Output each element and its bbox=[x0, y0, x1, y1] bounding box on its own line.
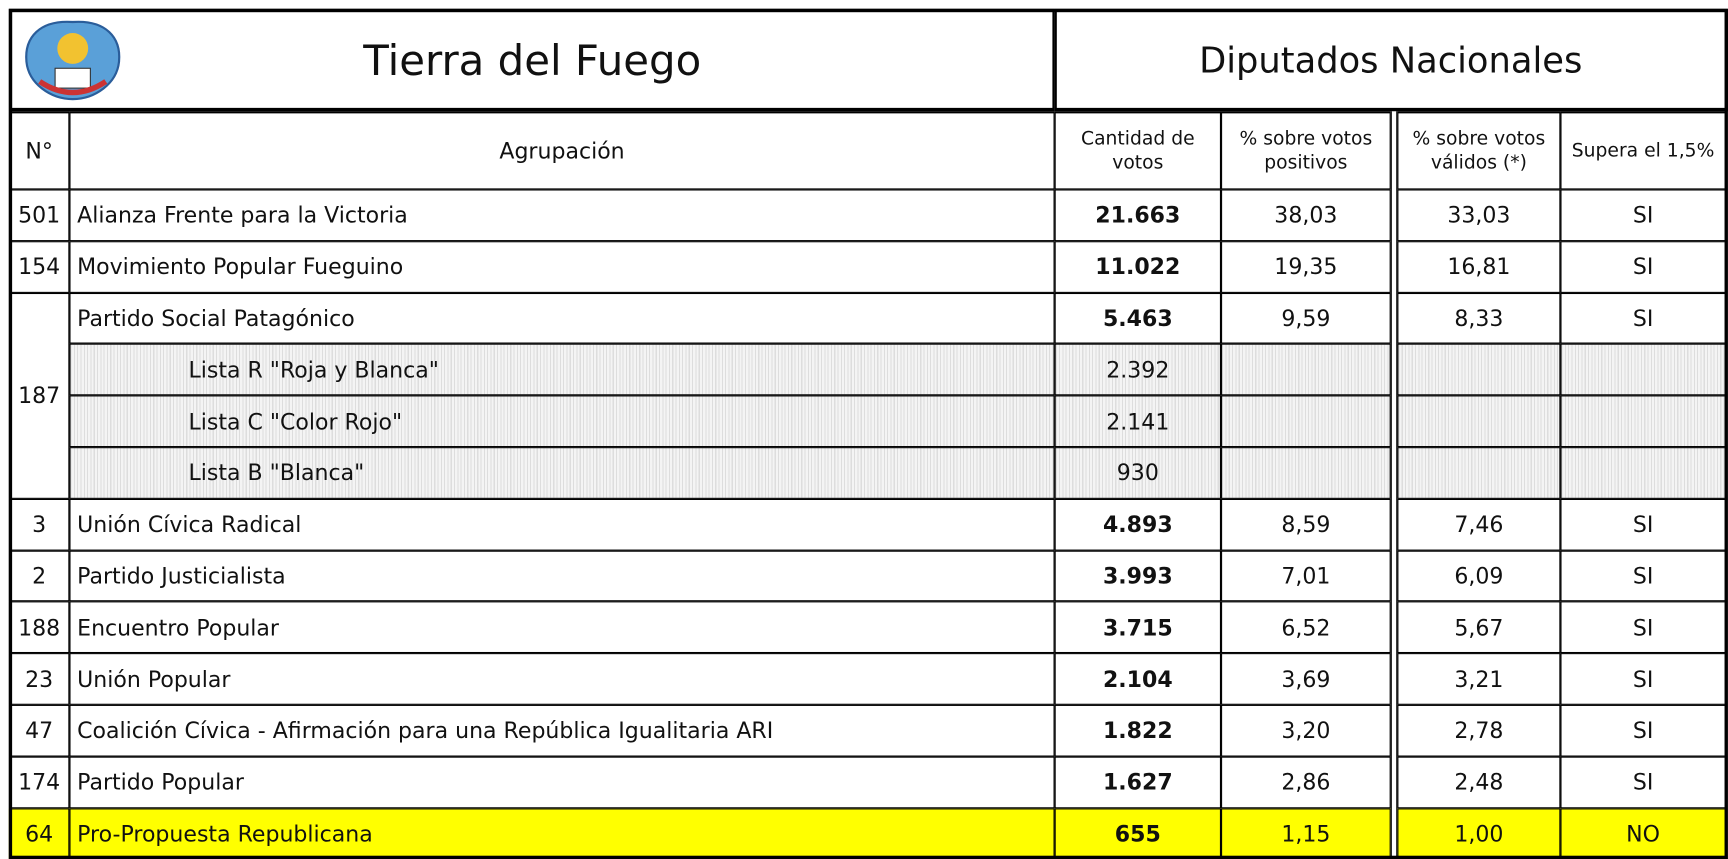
hatch-cell bbox=[1560, 395, 1726, 448]
double-rule bbox=[1390, 111, 1398, 859]
subtitle: Diputados Nacionales bbox=[1199, 39, 1583, 81]
list-number: 187 bbox=[8, 292, 70, 499]
exceeds: SI bbox=[1560, 550, 1726, 602]
pct-positive: 6,52 bbox=[1221, 601, 1391, 654]
party-name: Unión Popular bbox=[69, 653, 1055, 705]
exceeds: SI bbox=[1560, 756, 1726, 808]
pct-valid: 33,03 bbox=[1397, 189, 1561, 241]
pct-positive-header: % sobre votos positivos bbox=[1221, 111, 1391, 190]
sublist-name: Lista B "Blanca" bbox=[69, 447, 1055, 499]
list-number: 47 bbox=[8, 704, 70, 757]
pct-valid: 6,09 bbox=[1397, 550, 1561, 602]
pct-positive: 7,01 bbox=[1221, 550, 1391, 602]
sublist-votes: 930 bbox=[1054, 447, 1222, 499]
party-name: Pro-Propuesta Republicana bbox=[69, 807, 1055, 859]
party-name: Movimiento Popular Fueguino bbox=[69, 240, 1055, 293]
sublist-votes: 2.141 bbox=[1054, 395, 1222, 448]
votes: 5.463 bbox=[1054, 292, 1222, 345]
pct-valid: 7,46 bbox=[1397, 498, 1561, 551]
hatch-cell bbox=[1560, 447, 1726, 499]
votes: 3.715 bbox=[1054, 601, 1222, 654]
exceeds: SI bbox=[1560, 498, 1726, 551]
sublist-name: Lista R "Roja y Blanca" bbox=[69, 344, 1055, 396]
exceeds: SI bbox=[1560, 601, 1726, 654]
pct-valid: 8,33 bbox=[1397, 292, 1561, 345]
hatch-cell bbox=[1560, 344, 1726, 396]
votes: 2.104 bbox=[1054, 653, 1222, 705]
list-number: 2 bbox=[8, 550, 70, 602]
party-name: Coalición Cívica - Afirmación para una R… bbox=[69, 704, 1055, 757]
pct-valid: 2,78 bbox=[1397, 704, 1561, 757]
list-number: 23 bbox=[8, 653, 70, 705]
party-name: Partido Social Patagónico bbox=[69, 292, 1055, 345]
votes: 11.022 bbox=[1054, 240, 1222, 293]
party-name: Unión Cívica Radical bbox=[69, 498, 1055, 551]
party-name: Partido Justicialista bbox=[69, 550, 1055, 602]
exceeds: NO bbox=[1560, 807, 1726, 859]
pct-valid: 1,00 bbox=[1397, 807, 1561, 859]
pct-valid-header: % sobre votos válidos (*) bbox=[1397, 111, 1561, 190]
votes-header: Cantidad de votos bbox=[1054, 111, 1222, 190]
list-number: 188 bbox=[8, 601, 70, 654]
votes: 655 bbox=[1054, 807, 1222, 859]
pct-positive: 3,69 bbox=[1221, 653, 1391, 705]
pct-valid: 2,48 bbox=[1397, 756, 1561, 808]
party-name: Encuentro Popular bbox=[69, 601, 1055, 654]
pct-valid: 16,81 bbox=[1397, 240, 1561, 293]
pct-positive: 38,03 bbox=[1221, 189, 1391, 241]
pct-positive: 1,15 bbox=[1221, 807, 1391, 859]
hatch-cell bbox=[1221, 344, 1391, 396]
sublist-votes: 2.392 bbox=[1054, 344, 1222, 396]
exceeds-header: Supera el 1,5% bbox=[1560, 111, 1726, 190]
pct-positive: 2,86 bbox=[1221, 756, 1391, 808]
pct-positive: 9,59 bbox=[1221, 292, 1391, 345]
hatch-cell bbox=[1221, 395, 1391, 448]
pct-positive: 8,59 bbox=[1221, 498, 1391, 551]
list-number: 154 bbox=[8, 240, 70, 293]
hatch-cell bbox=[1397, 344, 1561, 396]
pct-valid: 3,21 bbox=[1397, 653, 1561, 705]
subtitle-cell: Diputados Nacionales bbox=[1054, 8, 1728, 112]
pct-positive: 3,20 bbox=[1221, 704, 1391, 757]
list-number: 501 bbox=[8, 189, 70, 241]
exceeds: SI bbox=[1560, 292, 1726, 345]
list-number: 3 bbox=[8, 498, 70, 551]
pct-positive: 19,35 bbox=[1221, 240, 1391, 293]
votes: 1.822 bbox=[1054, 704, 1222, 757]
hatch-cell bbox=[1397, 447, 1561, 499]
hatch-cell bbox=[1397, 395, 1561, 448]
party-name: Alianza Frente para la Victoria bbox=[69, 189, 1055, 241]
list-number: 64 bbox=[8, 807, 70, 859]
number-header: N° bbox=[8, 111, 70, 190]
exceeds: SI bbox=[1560, 240, 1726, 293]
votes: 4.893 bbox=[1054, 498, 1222, 551]
votes: 1.627 bbox=[1054, 756, 1222, 808]
title-cell: Tierra del Fuego bbox=[8, 8, 1055, 112]
sublist-name: Lista C "Color Rojo" bbox=[69, 395, 1055, 448]
votes: 3.993 bbox=[1054, 550, 1222, 602]
hatch-cell bbox=[1221, 447, 1391, 499]
title: Tierra del Fuego bbox=[363, 35, 702, 85]
votes: 21.663 bbox=[1054, 189, 1222, 241]
list-number: 174 bbox=[8, 756, 70, 808]
exceeds: SI bbox=[1560, 704, 1726, 757]
logo bbox=[25, 20, 121, 101]
exceeds: SI bbox=[1560, 189, 1726, 241]
name-header: Agrupación bbox=[69, 111, 1055, 190]
pct-valid: 5,67 bbox=[1397, 601, 1561, 654]
party-name: Partido Popular bbox=[69, 756, 1055, 808]
exceeds: SI bbox=[1560, 653, 1726, 705]
